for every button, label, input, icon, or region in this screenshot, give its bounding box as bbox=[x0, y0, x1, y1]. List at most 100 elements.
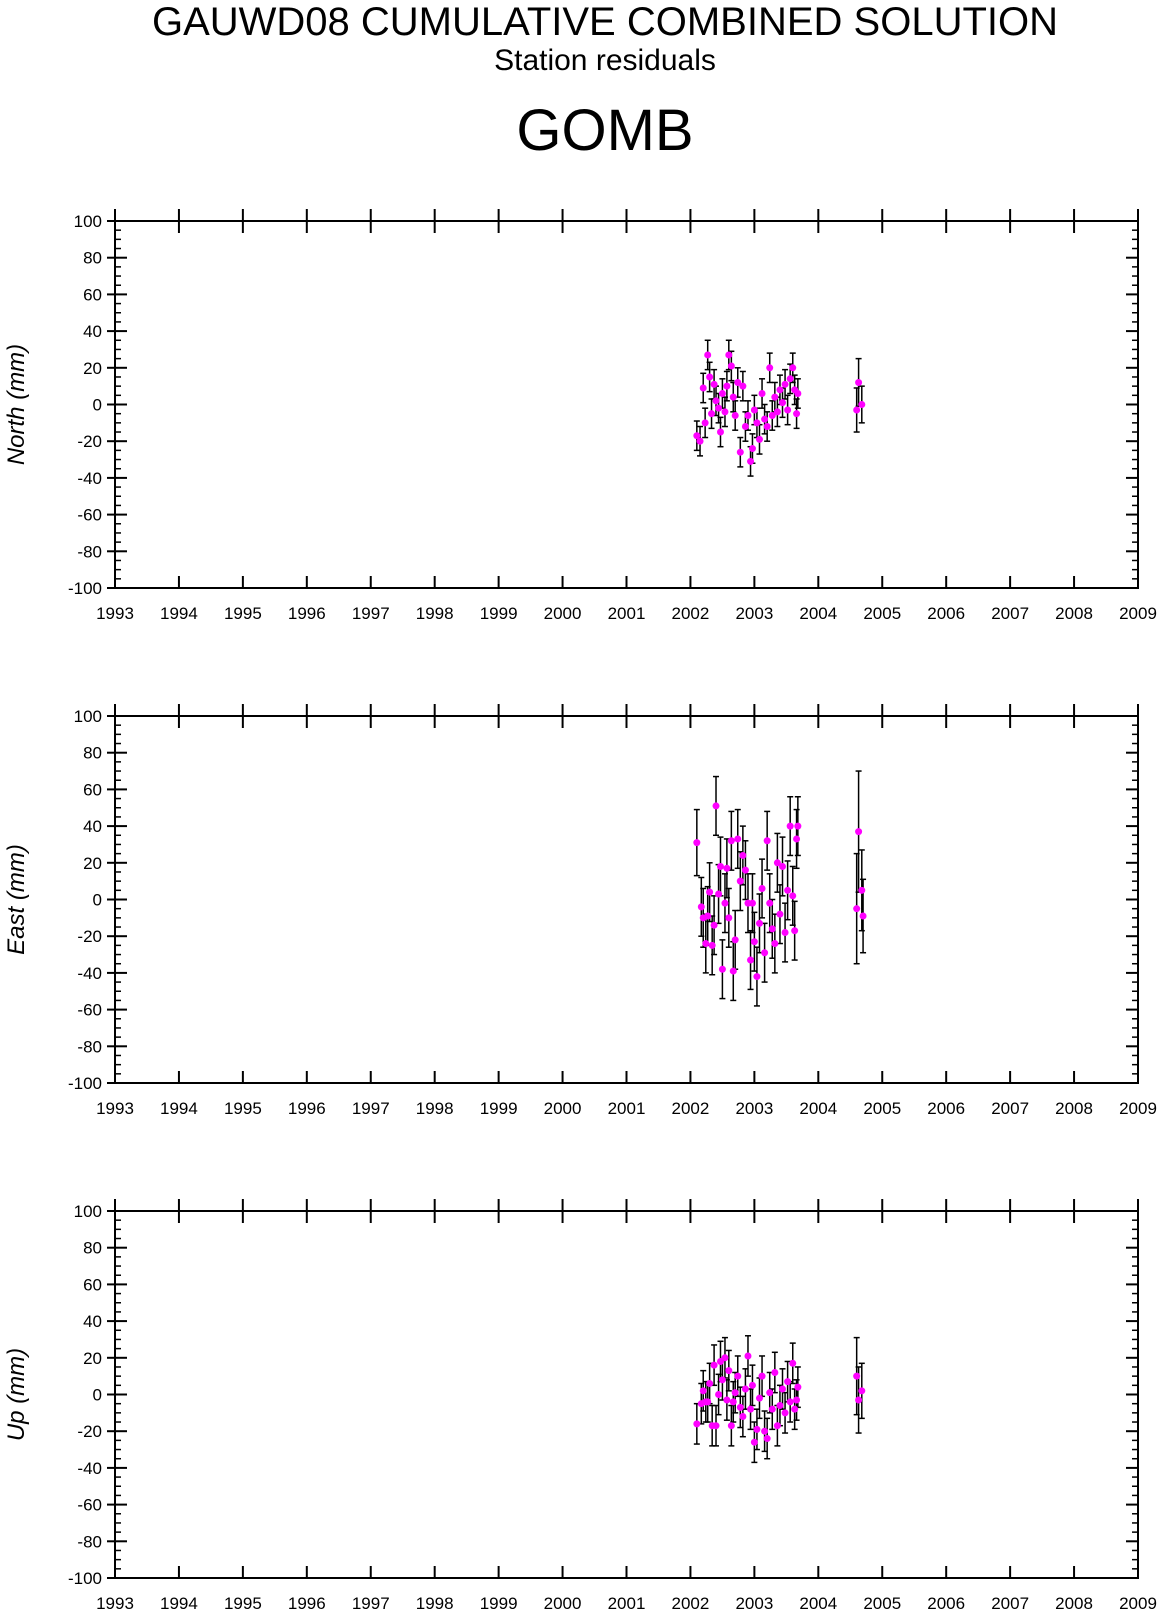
data-point bbox=[771, 940, 779, 948]
data-point bbox=[706, 1379, 714, 1387]
y-tick-label: 20 bbox=[83, 359, 102, 378]
x-tick-label: 2005 bbox=[863, 604, 901, 623]
data-point bbox=[721, 899, 729, 907]
data-point bbox=[784, 1378, 792, 1386]
x-tick-label: 2007 bbox=[991, 1099, 1029, 1118]
x-tick-label: 2004 bbox=[799, 1594, 837, 1613]
x-tick-label: 2003 bbox=[735, 1099, 773, 1118]
x-tick-label: 1994 bbox=[160, 1099, 198, 1118]
x-tick-label: 1994 bbox=[160, 1594, 198, 1613]
x-tick-label: 1999 bbox=[480, 1099, 518, 1118]
data-point bbox=[716, 862, 724, 870]
data-point bbox=[744, 412, 752, 420]
data-point bbox=[748, 445, 756, 453]
data-point bbox=[771, 393, 779, 401]
x-tick-label: 2004 bbox=[799, 1099, 837, 1118]
x-tick-label: 2008 bbox=[1055, 1594, 1093, 1613]
x-tick-label: 1999 bbox=[480, 1594, 518, 1613]
x-tick-label: 1996 bbox=[288, 604, 326, 623]
data-point bbox=[766, 1389, 774, 1397]
data-point bbox=[779, 1385, 787, 1393]
y-tick-label: -40 bbox=[77, 469, 102, 488]
y-tick-label: -60 bbox=[77, 506, 102, 525]
x-tick-label: 2005 bbox=[863, 1594, 901, 1613]
y-axis-label: North (mm) bbox=[3, 344, 30, 465]
data-point bbox=[755, 435, 763, 443]
data-point bbox=[794, 1383, 802, 1391]
y-tick-label: -20 bbox=[77, 927, 102, 946]
data-point bbox=[859, 912, 867, 920]
data-point bbox=[693, 1420, 701, 1428]
y-tick-label: 100 bbox=[74, 212, 102, 231]
data-point bbox=[768, 412, 776, 420]
data-point bbox=[776, 386, 784, 394]
data-point bbox=[723, 1396, 731, 1404]
x-tick-label: 1993 bbox=[96, 604, 134, 623]
x-tick-label: 1995 bbox=[224, 1594, 262, 1613]
data-point bbox=[723, 382, 731, 390]
data-point bbox=[729, 393, 737, 401]
data-point bbox=[855, 828, 863, 836]
data-point bbox=[704, 351, 712, 359]
data-point bbox=[789, 364, 797, 372]
y-tick-label: -20 bbox=[77, 1422, 102, 1441]
panel-north: 1993 1994 1995 1996 1997 1998 1999 2000 2001 2002… bbox=[3, 209, 1157, 623]
y-tick-label: -40 bbox=[77, 1459, 102, 1478]
data-point bbox=[718, 389, 726, 397]
y-tick-label: 80 bbox=[83, 744, 102, 763]
y-tick-label: 80 bbox=[83, 249, 102, 268]
x-tick-label: 2001 bbox=[608, 604, 646, 623]
data-point bbox=[755, 1394, 763, 1402]
data-point bbox=[794, 822, 802, 830]
data-point bbox=[721, 1354, 729, 1362]
data-point bbox=[784, 406, 792, 414]
x-tick-label: 1996 bbox=[288, 1099, 326, 1118]
data-point bbox=[747, 457, 755, 465]
y-tick-label: 0 bbox=[93, 1386, 102, 1405]
data-point bbox=[776, 910, 784, 918]
y-tick-label: 80 bbox=[83, 1239, 102, 1258]
data-point bbox=[750, 938, 758, 946]
x-tick-label: 2002 bbox=[672, 604, 710, 623]
y-tick-label: 0 bbox=[93, 396, 102, 415]
data-point bbox=[747, 956, 755, 964]
y-tick-label: -100 bbox=[68, 1569, 102, 1588]
data-point bbox=[753, 419, 761, 427]
data-point bbox=[736, 448, 744, 456]
station-name: GOMB bbox=[516, 98, 694, 163]
panel-east: 1993 1994 1995 1996 1997 1998 1999 2000 2001 2002… bbox=[3, 704, 1157, 1118]
data-point bbox=[763, 837, 771, 845]
x-tick-label: 2000 bbox=[544, 1594, 582, 1613]
y-tick-label: -100 bbox=[68, 579, 102, 598]
data-point bbox=[793, 410, 801, 418]
data-point bbox=[731, 936, 739, 944]
data-point bbox=[750, 406, 758, 414]
data-point bbox=[731, 412, 739, 420]
data-point bbox=[725, 914, 733, 922]
x-tick-label: 1997 bbox=[352, 1099, 390, 1118]
data-point bbox=[704, 912, 712, 920]
data-point bbox=[781, 1409, 789, 1417]
x-tick-label: 2000 bbox=[544, 604, 582, 623]
data-point bbox=[734, 378, 742, 386]
data-point bbox=[729, 1398, 737, 1406]
data-point bbox=[794, 389, 802, 397]
data-point bbox=[741, 423, 749, 431]
data-point bbox=[725, 351, 733, 359]
data-point bbox=[697, 903, 705, 911]
x-tick-label: 2003 bbox=[735, 604, 773, 623]
data-point bbox=[744, 1352, 752, 1360]
data-point bbox=[766, 899, 774, 907]
data-point bbox=[741, 1385, 749, 1393]
y-tick-label: -80 bbox=[77, 1532, 102, 1551]
chart-title: GAUWD08 CUMULATIVE COMBINED SOLUTION bbox=[151, 0, 1059, 44]
x-tick-label: 1993 bbox=[96, 1594, 134, 1613]
data-point bbox=[855, 378, 863, 386]
data-point bbox=[693, 432, 701, 440]
plot-frame bbox=[114, 220, 1139, 589]
data-point bbox=[763, 423, 771, 431]
data-point bbox=[710, 1361, 718, 1369]
data-point bbox=[727, 837, 735, 845]
y-tick-label: -40 bbox=[77, 964, 102, 983]
